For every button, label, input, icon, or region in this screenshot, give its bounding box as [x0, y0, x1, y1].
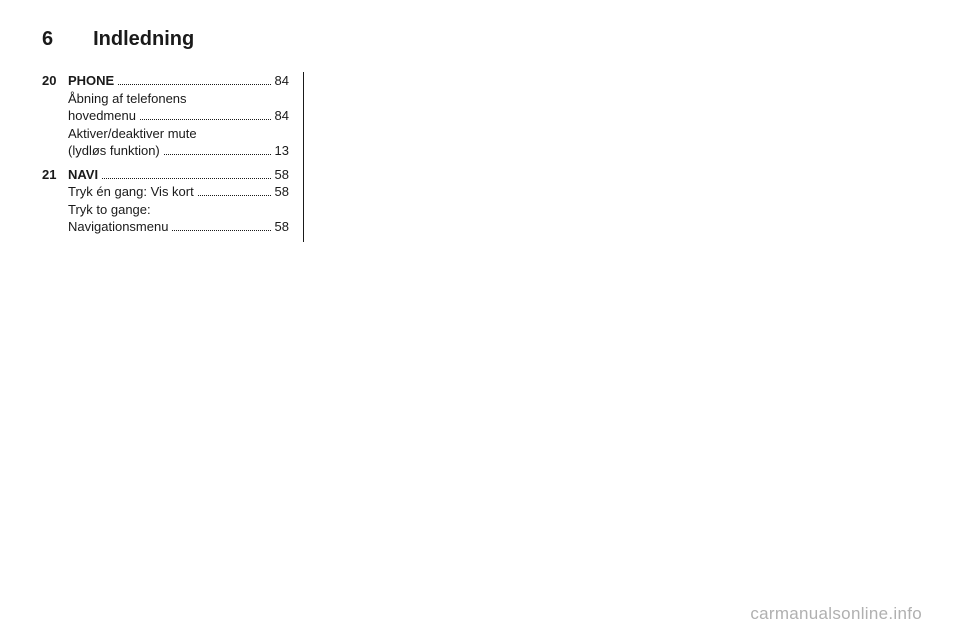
entry-number: 21	[42, 166, 68, 236]
toc-line: Åbning af telefonens	[68, 90, 289, 108]
toc-page-ref: 84	[275, 107, 289, 125]
toc-page-ref: 58	[275, 166, 289, 184]
entry-number: 20	[42, 72, 68, 160]
toc-label: NAVI	[68, 166, 98, 184]
page-header: 6 Indledning	[42, 28, 194, 51]
toc-label: Tryk én gang: Vis kort	[68, 183, 194, 201]
toc-entry: 21NAVI 58 Tryk én gang: Vis kort 58 Tryk to …	[42, 166, 289, 236]
toc-line: Aktiver/deaktiver mute	[68, 125, 289, 143]
toc-line: hovedmenu 84	[68, 107, 289, 125]
toc-label: Åbning af telefonens	[68, 90, 187, 108]
toc-dots	[118, 84, 270, 85]
page-number: 6	[42, 28, 53, 51]
toc-dots	[172, 230, 270, 231]
toc-dots	[164, 154, 271, 155]
entry-body: PHONE 84 Åbning af telefonenshovedmenu 84 Ak…	[68, 72, 289, 160]
chapter-title: Indledning	[93, 28, 194, 51]
toc-column: 20PHONE 84 Åbning af telefonenshovedmenu 84…	[42, 72, 304, 242]
toc-page-ref: 58	[275, 218, 289, 236]
toc-line: Navigationsmenu 58	[68, 218, 289, 236]
entry-body: NAVI 58 Tryk én gang: Vis kort 58 Tryk to ga…	[68, 166, 289, 236]
toc-line: (lydløs funktion) 13	[68, 142, 289, 160]
toc-label: (lydløs funktion)	[68, 142, 160, 160]
toc-page-ref: 58	[275, 183, 289, 201]
toc-page-ref: 84	[275, 72, 289, 90]
toc-line: Tryk én gang: Vis kort 58	[68, 183, 289, 201]
toc-entry: 20PHONE 84 Åbning af telefonenshovedmenu 84…	[42, 72, 289, 160]
toc-label: PHONE	[68, 72, 114, 90]
toc-label: Tryk to gange:	[68, 201, 151, 219]
toc-page-ref: 13	[275, 142, 289, 160]
toc-dots	[140, 119, 271, 120]
watermark-text: carmanualsonline.info	[750, 604, 922, 624]
toc-label: Aktiver/deaktiver mute	[68, 125, 197, 143]
toc-label: hovedmenu	[68, 107, 136, 125]
content-columns: 20PHONE 84 Åbning af telefonenshovedmenu 84…	[42, 72, 304, 242]
toc-dots	[102, 178, 270, 179]
toc-label: Navigationsmenu	[68, 218, 168, 236]
toc-line: Tryk to gange:	[68, 201, 289, 219]
toc-line: PHONE 84	[68, 72, 289, 90]
toc-line: NAVI 58	[68, 166, 289, 184]
toc-dots	[198, 195, 271, 196]
